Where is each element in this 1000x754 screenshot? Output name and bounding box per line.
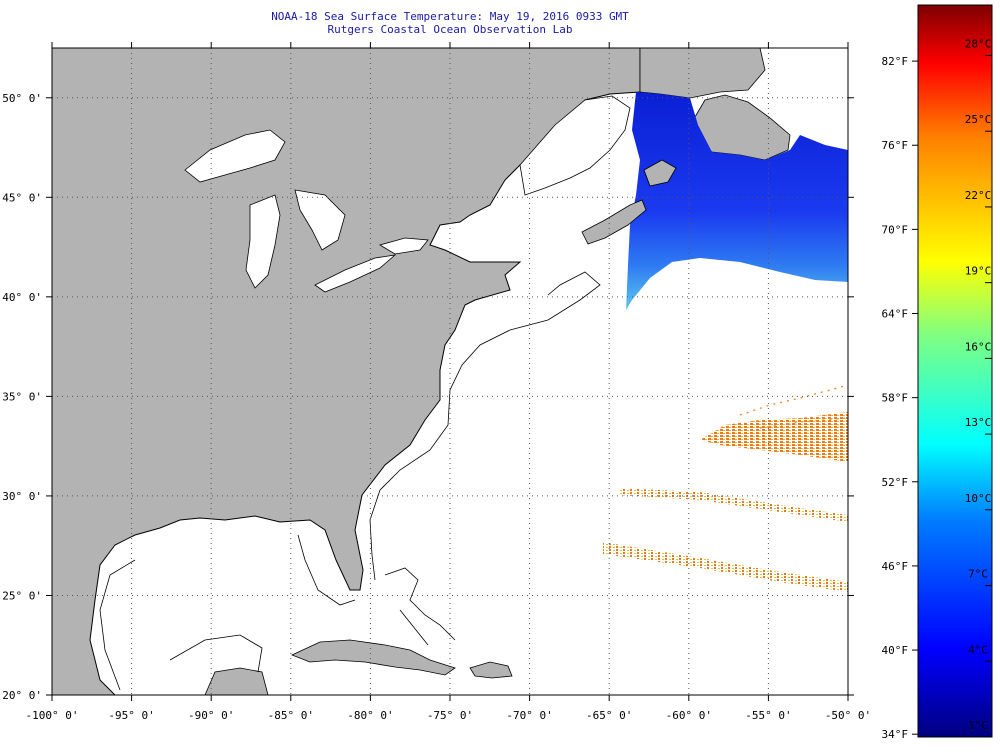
lon-tick-label: -60° 0': [666, 709, 712, 722]
lat-tick-label: 25° 0': [2, 589, 42, 602]
lat-tick-label: 50° 0': [2, 92, 42, 105]
colorbar-c-label: 13°C: [965, 416, 992, 429]
land-cuba: [290, 639, 456, 676]
longitude-axis: -100° 0' -95° 0' -90° 0' -85° 0' -80° 0' -75°…: [26, 42, 871, 722]
colorbar-c-label: 28°C: [965, 37, 992, 50]
lat-tick-label: 35° 0': [2, 390, 42, 403]
colorbar: [917, 4, 993, 738]
sst-swath-35n: [700, 412, 848, 462]
latitude-axis: 20° 0' 25° 0' 30° 0' 35° 0' 40° 0' 45° 0' 50° …: [2, 92, 854, 702]
colorbar-c-label: 7°C: [968, 568, 988, 581]
land-nova-scotia: [581, 199, 647, 245]
lake-huron: [294, 189, 346, 251]
colorbar-c-label: 16°C: [965, 340, 992, 353]
lon-tick-label: -80° 0': [347, 709, 393, 722]
map-subtitle: Rutgers Coastal Ocean Observation Lab: [327, 23, 573, 36]
lat-tick-label: 20° 0': [2, 689, 42, 702]
colorbar-c-label: 19°C: [965, 265, 992, 278]
colorbar-c-label: 4°C: [968, 643, 988, 656]
colorbar-f-label: 70°F: [882, 223, 909, 236]
land-yucatan: [204, 667, 269, 695]
lon-tick-label: -55° 0': [745, 709, 791, 722]
gulf-of-st-lawrence: [519, 95, 631, 196]
colorbar-f-label: 40°F: [882, 644, 909, 657]
colorbar-f-label: 34°F: [882, 728, 909, 741]
colorbar-c-label: 25°C: [965, 113, 992, 126]
map-title: NOAA-18 Sea Surface Temperature: May 19,…: [271, 10, 629, 23]
lon-tick-label: -95° 0': [108, 709, 154, 722]
colorbar-f-label: 46°F: [882, 560, 909, 573]
lake-superior: [184, 129, 286, 183]
colorbar-fahrenheit-labels: 82°F 76°F 70°F 64°F 58°F 52°F 46°F 40°F 34°F: [882, 55, 918, 741]
colorbar-celsius-labels: 28°C 25°C 22°C 19°C 16°C 13°C 10°C 7°C 4°C 1°C: [965, 37, 992, 738]
lat-tick-label: 30° 0': [2, 490, 42, 503]
colorbar-f-label: 58°F: [882, 392, 909, 405]
sst-coverage-nw-atlantic: [626, 92, 848, 310]
colorbar-c-label: 1°C: [968, 719, 988, 732]
land-hispaniola: [469, 661, 513, 679]
lake-ontario: [378, 237, 429, 255]
lon-tick-label: -70° 0': [506, 709, 552, 722]
lon-tick-label: -90° 0': [188, 709, 234, 722]
land-north-america: [52, 48, 641, 695]
land-cape-breton: [643, 159, 677, 187]
lon-tick-label: -85° 0': [268, 709, 314, 722]
sst-swath-28n: [603, 542, 848, 592]
land-bahamas: [384, 567, 456, 646]
lake-erie: [314, 254, 397, 293]
sst-scatter-37n: [739, 384, 848, 429]
colorbar-f-label: 52°F: [882, 476, 909, 489]
lat-tick-label: 40° 0': [2, 291, 42, 304]
lake-michigan: [245, 194, 281, 289]
lon-tick-label: -100° 0': [26, 709, 79, 722]
land-labrador: [639, 48, 766, 99]
sst-swath-31n: [618, 488, 848, 522]
colorbar-f-label: 64°F: [882, 308, 909, 321]
colorbar-c-label: 10°C: [965, 492, 992, 505]
colorbar-c-label: 22°C: [965, 189, 992, 202]
lon-tick-label: -65° 0': [586, 709, 632, 722]
colorbar-f-label: 76°F: [882, 139, 909, 152]
lon-tick-label: -75° 0': [427, 709, 473, 722]
lat-tick-label: 45° 0': [2, 191, 42, 204]
lon-tick-label: -50° 0': [825, 709, 871, 722]
colorbar-f-label: 82°F: [882, 55, 909, 68]
shelf-contour: [99, 271, 601, 691]
